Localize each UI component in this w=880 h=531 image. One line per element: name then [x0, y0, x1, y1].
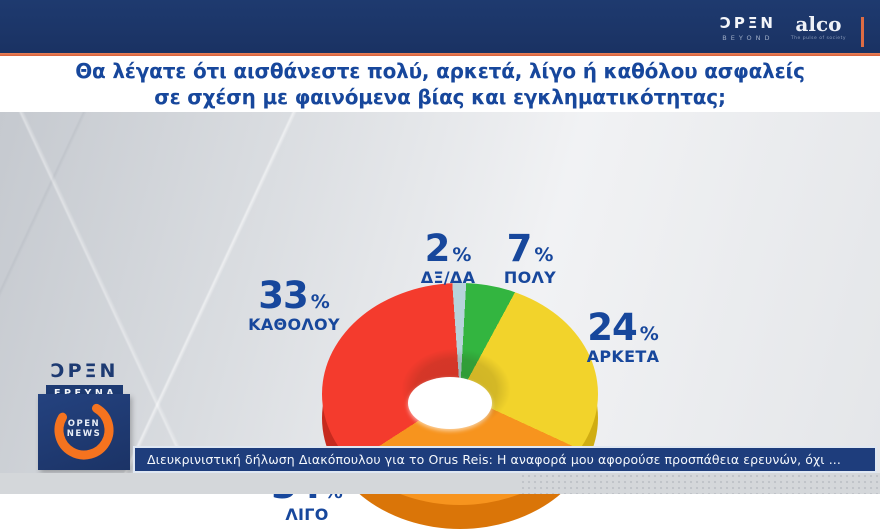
- slice-value-dxda: 2: [424, 227, 451, 270]
- open-news-swirl-icon: [54, 400, 114, 460]
- question-title-band: Θα λέγατε ότι αισθάνεστε πολύ, αρκετά, λ…: [0, 56, 880, 112]
- slice-category-ligo: ΛΙΓΟ: [285, 505, 329, 524]
- percent-sign: %: [310, 291, 330, 313]
- open-news-line2: NEWS: [66, 429, 102, 439]
- open-logo-beyond-label: BEYOND: [722, 34, 774, 42]
- slice-value-katholou: 33: [258, 274, 308, 317]
- slice-label-katholou: 33% ΚΑΘΟΛΟΥ: [228, 277, 360, 334]
- orange-accent-line: [0, 53, 880, 56]
- slice-category-katholou: ΚΑΘΟΛΟΥ: [248, 315, 340, 334]
- ticker-text: Διευκρινιστική δήλωση Διακόπουλου για το…: [147, 452, 841, 467]
- dot-pattern: [520, 473, 880, 494]
- slice-value-poly: 7: [506, 227, 533, 270]
- open-logo-wordmark: ƆPΞN: [719, 14, 776, 32]
- slice-category-poly: ΠΟΛΥ: [503, 268, 557, 287]
- slice-value-arketa: 24: [587, 306, 637, 349]
- percent-sign: %: [452, 244, 472, 266]
- question-title-line1: Θα λέγατε ότι αισθάνεστε πολύ, αρκετά, λ…: [75, 59, 805, 83]
- header-logos: ƆPΞN BEYOND alco The pulse of society: [719, 14, 864, 47]
- alco-wordmark: alco: [795, 12, 842, 36]
- open-news-line1: OPEN: [67, 419, 101, 429]
- top-header-bar: ƆPΞN BEYOND alco The pulse of society: [0, 0, 880, 53]
- slice-category-dxda: ΔΞ/ΔΑ: [420, 268, 476, 287]
- slice-label-poly: 7% ΠΟΛΥ: [470, 230, 590, 287]
- donut-hole: [408, 377, 492, 429]
- alco-divider-bar: [861, 17, 864, 47]
- slice-label-arketa: 24% ΑΡΚΕΤΑ: [557, 309, 689, 366]
- open-news-logo: OPEN NEWS: [38, 394, 130, 470]
- chart-area: 2% ΔΞ/ΔΑ 7% ΠΟΛΥ 24% ΑΡΚΕΤΑ 34% ΛΙΓΟ 33%…: [0, 112, 880, 529]
- open-beyond-logo: ƆPΞN BEYOND: [719, 14, 776, 43]
- slice-label-dxda: 2% ΔΞ/ΔΑ: [388, 230, 508, 287]
- slice-category-arketa: ΑΡΚΕΤΑ: [586, 347, 660, 366]
- bottom-strip: [0, 473, 880, 494]
- percent-sign: %: [639, 323, 659, 345]
- question-title-line2: σε σχέση με φαινόμενα βίας και εγκληματι…: [154, 85, 726, 109]
- percent-sign: %: [534, 244, 554, 266]
- open-ereyna-wordmark: ƆPΞN: [50, 360, 119, 382]
- alco-logo: alco The pulse of society: [791, 14, 846, 41]
- news-ticker: Διευκρινιστική δήλωση Διακόπουλου για το…: [133, 446, 877, 473]
- alco-tagline: The pulse of society: [790, 36, 846, 41]
